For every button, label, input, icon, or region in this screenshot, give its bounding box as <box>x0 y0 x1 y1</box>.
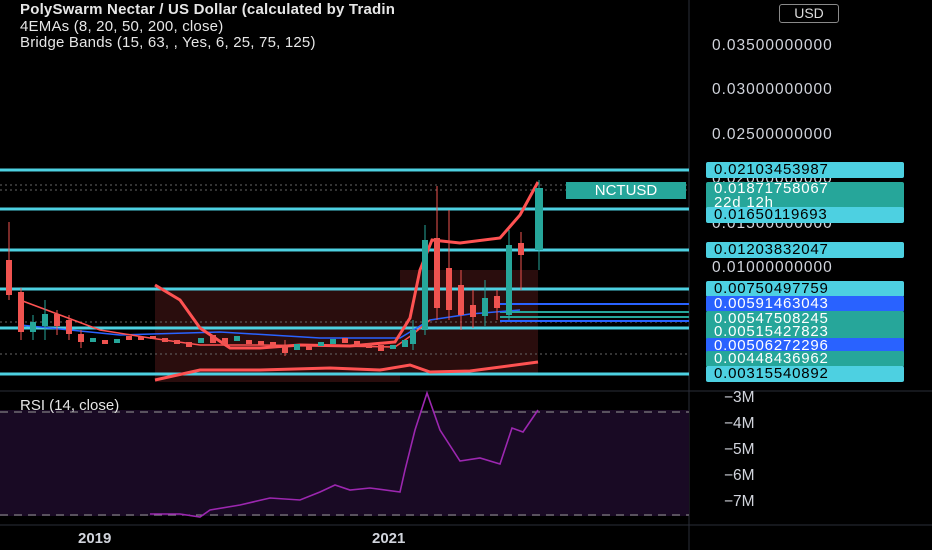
rsi-line <box>150 390 539 518</box>
price-tag: 0.00750497759 <box>706 281 904 297</box>
rsi-tick: −7M <box>724 493 755 510</box>
price-tag: 0.00506272296 <box>706 338 904 354</box>
time-label-2019: 2019 <box>78 530 112 547</box>
price-tag: 0.00315540892 <box>706 366 904 382</box>
rsi-label[interactable]: RSI (14, close) <box>20 397 120 414</box>
rsi-tick: −5M <box>724 441 755 458</box>
price-tag: 0.00547508245 <box>706 311 904 327</box>
rsi-tick: −3M <box>724 389 755 406</box>
price-tick: 0.02500000000 <box>712 126 833 143</box>
price-tag: 0.00448436962 <box>706 351 904 367</box>
candles <box>6 180 543 356</box>
upper-band <box>154 181 540 350</box>
price-tick: 0.01000000000 <box>712 259 833 276</box>
symbol-tag: NCTUSD <box>566 182 686 199</box>
bar-countdown: 22d 12h <box>714 194 774 211</box>
indicator-bands-label[interactable]: Bridge Bands (15, 63, , Yes, 6, 25, 75, … <box>20 34 316 51</box>
lower-band <box>154 360 539 382</box>
current-price: 0.01871758067 <box>714 180 829 197</box>
price-tag: 0.00515427823 <box>706 324 904 340</box>
price-tag-current: 0.01871758067 22d 12h <box>706 180 904 211</box>
rsi-tick: −4M <box>724 415 755 432</box>
price-tick: 0.03500000000 <box>712 37 833 54</box>
indicator-emas-label[interactable]: 4EMAs (8, 20, 50, 200, close) <box>20 18 224 35</box>
chart-title: PolySwarm Nectar / US Dollar (calculated… <box>20 1 396 18</box>
horizontal-rays <box>0 168 689 376</box>
rsi-background <box>0 410 689 516</box>
price-tag: 0.01650119693 <box>706 207 904 223</box>
price-tag: 0.00591463043 <box>706 296 904 312</box>
rsi-tick: −6M <box>724 467 755 484</box>
price-tag: 0.02103453987 <box>706 162 904 178</box>
price-tag: 0.01203832047 <box>706 242 904 258</box>
time-label-2021: 2021 <box>372 530 406 547</box>
currency-button[interactable]: USD <box>779 4 839 23</box>
price-tick: 0.03000000000 <box>712 81 833 98</box>
